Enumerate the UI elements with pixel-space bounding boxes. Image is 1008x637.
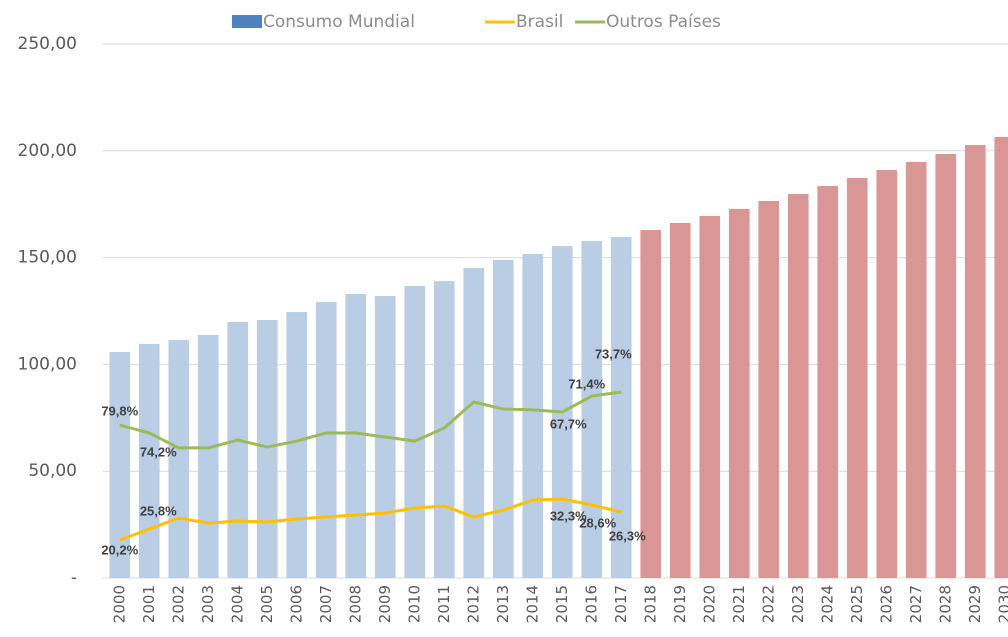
data-annotation: 74,2% — [140, 444, 177, 459]
bar — [817, 186, 839, 578]
x-tick-label: 2003 — [199, 585, 217, 623]
x-tick-label: 2000 — [110, 585, 128, 623]
x-tick-label: 2006 — [287, 585, 305, 623]
y-tick-label: 50,00 — [28, 461, 77, 481]
x-tick-label: 2010 — [405, 585, 423, 623]
bar — [964, 145, 986, 578]
legend-swatch — [232, 15, 262, 28]
bar — [846, 177, 868, 579]
data-annotation: 32,3% — [550, 508, 587, 523]
x-tick-label: 2026 — [877, 585, 895, 623]
y-tick-label: 250,00 — [18, 34, 77, 54]
x-tick-label: 2005 — [258, 585, 276, 623]
x-tick-label: 2008 — [346, 585, 364, 623]
bar — [994, 136, 1008, 578]
data-annotation: 71,4% — [568, 376, 605, 391]
x-tick-label: 2028 — [936, 585, 954, 623]
data-annotation: 79,8% — [101, 403, 138, 418]
bar — [227, 321, 249, 578]
legend-label: Consumo Mundial — [263, 12, 415, 32]
bar — [492, 259, 514, 578]
line — [119, 390, 622, 450]
x-tick-label: 2009 — [376, 585, 394, 623]
bar — [935, 154, 957, 578]
x-tick-label: 2014 — [523, 585, 541, 623]
bar — [728, 208, 750, 578]
bar — [640, 230, 662, 578]
bar — [345, 293, 367, 578]
x-tick-label: 2015 — [553, 585, 571, 623]
x-tick-label: 2018 — [641, 585, 659, 623]
bar — [463, 268, 485, 578]
bar — [581, 240, 603, 578]
x-tick-label: 2002 — [169, 585, 187, 623]
data-annotation: 25,8% — [140, 504, 177, 519]
bar — [610, 237, 632, 578]
x-tick-label: 2019 — [671, 585, 689, 623]
bar — [197, 334, 219, 578]
bar — [256, 319, 278, 578]
data-annotation: 20,2% — [101, 542, 138, 557]
y-tick-label: 150,00 — [18, 248, 77, 268]
legend-label: Outros Países — [606, 12, 721, 32]
x-tick-label: 2013 — [494, 585, 512, 623]
x-tick-label: 2021 — [730, 585, 748, 623]
bar — [138, 343, 160, 578]
bar — [758, 200, 780, 578]
x-tick-label: 2024 — [818, 585, 836, 623]
bar — [404, 286, 426, 578]
y-tick-label: 200,00 — [18, 141, 77, 161]
data-annotation: 73,7% — [595, 346, 632, 361]
x-tick-label: 2022 — [759, 585, 777, 623]
bar — [699, 215, 721, 578]
bar — [876, 170, 898, 579]
bar — [669, 222, 691, 578]
x-tick-label: 2025 — [848, 585, 866, 623]
data-annotation: 28,6% — [579, 515, 616, 530]
bar — [522, 253, 544, 578]
x-tick-label: 2023 — [789, 585, 807, 623]
data-annotation: 26,3% — [609, 528, 646, 543]
x-tick-label: 2029 — [966, 585, 984, 623]
x-tick-label: 2016 — [582, 585, 600, 623]
bar — [787, 193, 809, 578]
y-tick-label: 100,00 — [18, 354, 77, 374]
bar — [286, 312, 308, 578]
y-tick-label: - — [71, 568, 77, 588]
x-tick-label: 2020 — [700, 585, 718, 623]
x-tick-label: 2017 — [612, 585, 630, 623]
x-tick-label: 2007 — [317, 585, 335, 623]
x-tick-label: 2012 — [464, 585, 482, 623]
line — [119, 497, 622, 542]
bar — [315, 302, 337, 578]
x-tick-label: 2027 — [907, 585, 925, 623]
x-tick-label: 2030 — [995, 585, 1008, 623]
bar — [905, 161, 927, 578]
x-tick-label: 2004 — [228, 585, 246, 623]
x-tick-label: 2001 — [140, 585, 158, 623]
legend-label: Brasil — [516, 12, 563, 32]
x-tick-label: 2011 — [435, 585, 453, 623]
data-annotation: 67,7% — [550, 416, 587, 431]
bar — [109, 352, 131, 578]
